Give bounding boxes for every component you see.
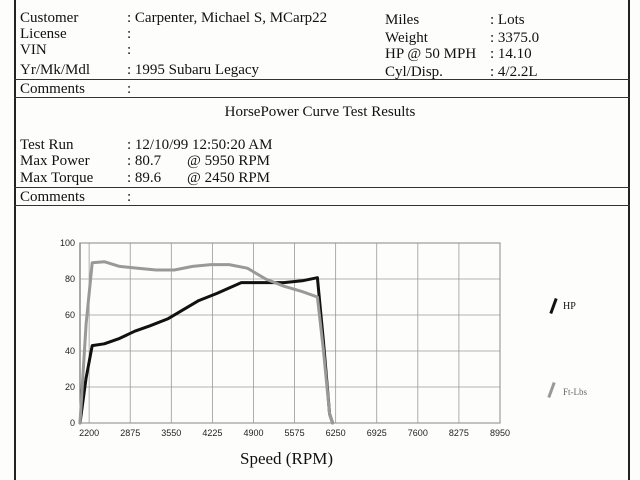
comments-value-top: : <box>127 81 132 97</box>
miles-value: : Lots <box>490 12 525 28</box>
results-title: HorsePower Curve Test Results <box>224 104 416 120</box>
y-tick-label: 60 <box>65 310 75 320</box>
yrmkmdl-label: Yr/Mk/Mdl <box>20 62 91 78</box>
horsepower-torque-chart: 0 20 40 60 80 100 2200 2875 3550 4225 4900 5575 6250… <box>60 238 510 438</box>
maxpower-label: Max Power <box>20 153 90 169</box>
comments-value-bottom: : <box>127 189 132 205</box>
legend-ftlbs-label: Ft-Lbs <box>563 387 588 397</box>
weight-value: : 3375.0 <box>490 30 540 46</box>
customer-value: : Carpenter, Michael S, MCarp22 <box>127 10 328 26</box>
y-tick-label: 100 <box>60 238 75 248</box>
y-tick-label: 0 <box>70 418 75 428</box>
maxtorque-rpm: @ 2450 RPM <box>187 170 270 186</box>
hp-series-line <box>78 276 335 425</box>
license-value: : <box>127 26 132 42</box>
maxtorque-value: : 89.6 <box>127 170 162 186</box>
testrun-value: : 12/10/99 12:50:20 AM <box>127 137 273 153</box>
divider-comments <box>14 97 630 98</box>
hp50-label: HP @ 50 MPH <box>385 46 477 62</box>
testrun-label: Test Run <box>20 137 74 153</box>
x-tick-label: 5575 <box>285 428 305 438</box>
x-tick-label: 2875 <box>120 428 140 438</box>
divider-results <box>14 187 630 188</box>
x-tick-label: 4900 <box>243 428 263 438</box>
x-tick-label: 4225 <box>202 428 222 438</box>
divider-comments-bottom <box>14 205 630 206</box>
x-axis-title: Speed (RPM) <box>240 449 334 468</box>
legend-ftlbs-swatch <box>547 381 556 399</box>
frame-right-border <box>628 0 630 480</box>
divider-header <box>14 79 630 80</box>
x-tick-label: 2200 <box>79 428 99 438</box>
license-label: License <box>20 26 67 42</box>
legend-hp-label: HP <box>563 301 576 312</box>
frame-left-border <box>14 0 16 480</box>
y-tick-label: 40 <box>65 346 75 356</box>
cyl-label: Cyl/Disp. <box>385 64 443 80</box>
vin-label: VIN <box>20 42 47 58</box>
comments-label-bottom: Comments <box>20 189 86 205</box>
maxpower-value: : 80.7 <box>127 153 162 169</box>
y-tick-label: 20 <box>65 382 75 392</box>
hp50-value: : 14.10 <box>490 46 532 62</box>
x-tick-label: 6250 <box>326 428 346 438</box>
x-tick-label: 7600 <box>408 428 428 438</box>
ftlbs-series-line <box>78 260 335 425</box>
yrmkmdl-value: : 1995 Subaru Legacy <box>127 62 260 78</box>
weight-label: Weight <box>385 30 428 46</box>
x-tick-label: 8950 <box>490 428 510 438</box>
cyl-value: : 4/2.2L <box>490 64 538 80</box>
legend-hp-swatch <box>549 297 558 315</box>
customer-label: Customer <box>20 10 79 26</box>
x-tick-label: 3550 <box>161 428 181 438</box>
miles-label: Miles <box>385 12 420 28</box>
y-tick-label: 80 <box>65 274 75 284</box>
maxtorque-label: Max Torque <box>20 170 94 186</box>
x-tick-label: 6925 <box>367 428 387 438</box>
x-tick-label: 8275 <box>449 428 469 438</box>
comments-label-top: Comments <box>20 81 86 97</box>
vin-value: : <box>127 42 132 58</box>
maxpower-rpm: @ 5950 RPM <box>187 153 270 169</box>
